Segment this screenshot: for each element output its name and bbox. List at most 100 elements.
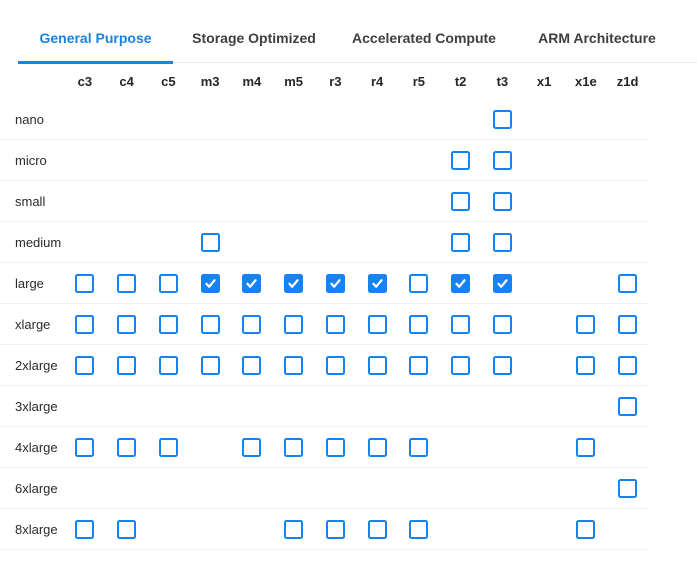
- cell-nano-c4: [106, 99, 148, 139]
- checkbox-large-t3[interactable]: [492, 273, 512, 293]
- cell-micro-r3: [315, 140, 357, 180]
- checkbox-large-c3[interactable]: [75, 273, 95, 293]
- checkbox-2xlarge-x1e[interactable]: [576, 355, 596, 375]
- checkbox-xlarge-t2[interactable]: [451, 314, 471, 334]
- checkbox-2xlarge-c3[interactable]: [75, 355, 95, 375]
- cell-xlarge-z1d: [607, 304, 649, 344]
- checkbox-8xlarge-r5[interactable]: [409, 519, 429, 539]
- checkbox-8xlarge-r3[interactable]: [325, 519, 345, 539]
- checkbox-2xlarge-c5[interactable]: [158, 355, 178, 375]
- checkbox-large-z1d[interactable]: [618, 273, 638, 293]
- cell-micro-m3: [189, 140, 231, 180]
- checkbox-large-r4[interactable]: [367, 273, 387, 293]
- checkbox-xlarge-c3[interactable]: [75, 314, 95, 334]
- checkbox-large-m5[interactable]: [284, 273, 304, 293]
- cell-4xlarge-x1e: [565, 427, 607, 467]
- checkbox-xlarge-c4[interactable]: [117, 314, 137, 334]
- checkbox-2xlarge-r3[interactable]: [325, 355, 345, 375]
- cell-nano-z1d: [607, 99, 649, 139]
- checkbox-8xlarge-x1e[interactable]: [576, 519, 596, 539]
- checkbox-micro-t3[interactable]: [492, 150, 512, 170]
- cell-4xlarge-r3: [315, 427, 357, 467]
- cell-8xlarge-m4: [231, 509, 273, 549]
- checkbox-2xlarge-m4[interactable]: [242, 355, 262, 375]
- checkbox-4xlarge-c3[interactable]: [75, 437, 95, 457]
- checkbox-large-c5[interactable]: [158, 273, 178, 293]
- checkbox-nano-t3[interactable]: [492, 109, 512, 129]
- checkbox-3xlarge-z1d[interactable]: [618, 396, 638, 416]
- checkbox-4xlarge-c4[interactable]: [117, 437, 137, 457]
- checkbox-2xlarge-r5[interactable]: [409, 355, 429, 375]
- tab-accelerated-compute[interactable]: Accelerated Compute: [352, 30, 496, 46]
- cell-small-c5: [148, 181, 190, 221]
- cell-4xlarge-t3: [482, 427, 524, 467]
- cell-nano-x1e: [565, 99, 607, 139]
- checkbox-xlarge-z1d[interactable]: [618, 314, 638, 334]
- cell-2xlarge-m3: [189, 345, 231, 385]
- cell-small-c4: [106, 181, 148, 221]
- checkbox-4xlarge-m4[interactable]: [242, 437, 262, 457]
- checkbox-2xlarge-m3[interactable]: [200, 355, 220, 375]
- row-label: 6xlarge: [15, 480, 58, 496]
- checkbox-xlarge-m4[interactable]: [242, 314, 262, 334]
- cell-micro-t3: [482, 140, 524, 180]
- checkbox-2xlarge-t2[interactable]: [451, 355, 471, 375]
- checkbox-2xlarge-t3[interactable]: [492, 355, 512, 375]
- check-icon: [330, 278, 341, 288]
- checkbox-4xlarge-x1e[interactable]: [576, 437, 596, 457]
- cell-nano-r3: [315, 99, 357, 139]
- cell-large-m4: [231, 263, 273, 303]
- cell-large-r3: [315, 263, 357, 303]
- checkbox-large-m3[interactable]: [200, 273, 220, 293]
- checkbox-4xlarge-r4[interactable]: [367, 437, 387, 457]
- checkbox-large-t2[interactable]: [451, 273, 471, 293]
- checkbox-medium-t3[interactable]: [492, 232, 512, 252]
- checkbox-xlarge-r5[interactable]: [409, 314, 429, 334]
- checkbox-xlarge-m3[interactable]: [200, 314, 220, 334]
- checkbox-8xlarge-c4[interactable]: [117, 519, 137, 539]
- checkbox-8xlarge-r4[interactable]: [367, 519, 387, 539]
- checkbox-2xlarge-m5[interactable]: [284, 355, 304, 375]
- checkbox-micro-t2[interactable]: [451, 150, 471, 170]
- table-row-nano: nano: [0, 99, 649, 140]
- checkbox-xlarge-c5[interactable]: [158, 314, 178, 334]
- checkbox-medium-t2[interactable]: [451, 232, 471, 252]
- column-header-t3: t3: [496, 73, 509, 89]
- checkbox-4xlarge-m5[interactable]: [284, 437, 304, 457]
- checkbox-xlarge-x1e[interactable]: [576, 314, 596, 334]
- checkbox-4xlarge-r3[interactable]: [325, 437, 345, 457]
- checkbox-4xlarge-r5[interactable]: [409, 437, 429, 457]
- checkbox-xlarge-r4[interactable]: [367, 314, 387, 334]
- checkbox-xlarge-r3[interactable]: [325, 314, 345, 334]
- checkbox-small-t3[interactable]: [492, 191, 512, 211]
- checkbox-large-r5[interactable]: [409, 273, 429, 293]
- checkbox-large-c4[interactable]: [117, 273, 137, 293]
- cell-6xlarge-t2: [440, 468, 482, 508]
- column-header-x1e: x1e: [575, 73, 597, 89]
- instance-type-selector: General Purpose Storage Optimized Accelera…: [0, 20, 697, 566]
- checkbox-6xlarge-z1d[interactable]: [618, 478, 638, 498]
- cell-4xlarge-c4: [106, 427, 148, 467]
- tab-storage-optimized[interactable]: Storage Optimized: [192, 30, 316, 46]
- tab-arm-architecture[interactable]: ARM Architecture: [538, 30, 656, 46]
- column-header-m4: m4: [242, 73, 262, 89]
- checkbox-2xlarge-z1d[interactable]: [618, 355, 638, 375]
- column-header-r3: r3: [329, 73, 342, 89]
- cell-xlarge-c4: [106, 304, 148, 344]
- tab-general-purpose[interactable]: General Purpose: [18, 20, 173, 64]
- checkbox-8xlarge-m5[interactable]: [284, 519, 304, 539]
- cell-large-c3: [64, 263, 106, 303]
- checkbox-xlarge-t3[interactable]: [492, 314, 512, 334]
- checkbox-4xlarge-c5[interactable]: [158, 437, 178, 457]
- checkbox-2xlarge-r4[interactable]: [367, 355, 387, 375]
- cell-3xlarge-c3: [64, 386, 106, 426]
- checkbox-large-r3[interactable]: [325, 273, 345, 293]
- row-label: 8xlarge: [15, 521, 58, 537]
- checkbox-small-t2[interactable]: [451, 191, 471, 211]
- checkbox-large-m4[interactable]: [242, 273, 262, 293]
- checkbox-2xlarge-c4[interactable]: [117, 355, 137, 375]
- checkbox-8xlarge-c3[interactable]: [75, 519, 95, 539]
- checkbox-xlarge-m5[interactable]: [284, 314, 304, 334]
- cell-nano-m4: [231, 99, 273, 139]
- checkbox-medium-m3[interactable]: [200, 232, 220, 252]
